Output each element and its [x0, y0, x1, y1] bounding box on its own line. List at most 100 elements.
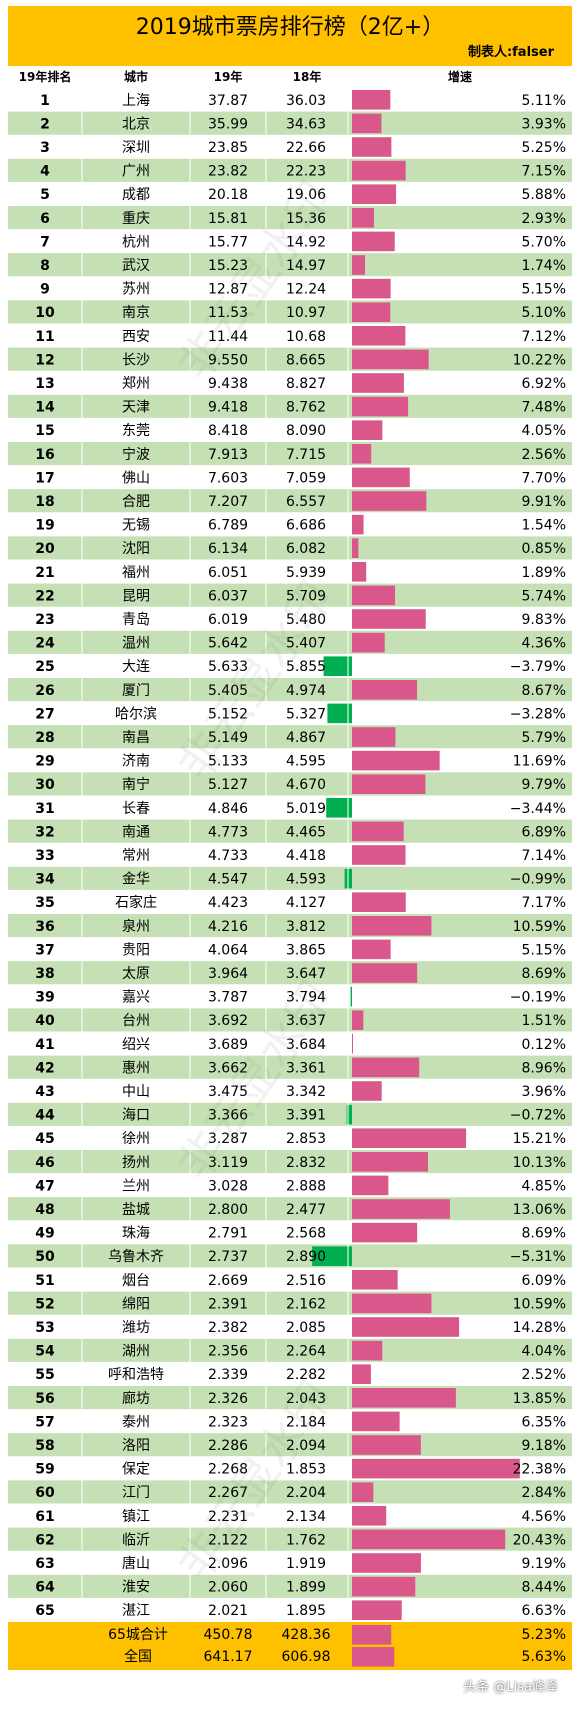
value-2019-cell: 3.475 [208, 1084, 248, 1100]
growth-label: 13.85% [513, 1391, 566, 1407]
growth-label: 10.59% [513, 1296, 566, 1312]
growth-label: 8.96% [522, 1060, 566, 1076]
table-row [8, 1362, 572, 1386]
value-2019-cell: 3.119 [208, 1155, 248, 1171]
table-row [8, 465, 572, 490]
growth-bar [352, 1364, 371, 1384]
table-row [8, 536, 572, 560]
value-2019-cell: 3.366 [208, 1108, 248, 1124]
value-2018-cell: 22.66 [286, 140, 326, 156]
value-2018-cell: 14.97 [286, 258, 326, 274]
value-2018-cell: 10.68 [286, 329, 326, 345]
city-cell: 杭州 [122, 234, 150, 250]
value-2019-cell: 5.127 [208, 777, 248, 793]
growth-bar [352, 396, 409, 417]
growth-bar [352, 750, 440, 771]
rank-cell: 16 [35, 447, 54, 463]
growth-bar [352, 1270, 398, 1290]
growth-bar [352, 420, 383, 440]
city-cell: 保定 [122, 1462, 150, 1478]
value-2019-cell: 5.405 [208, 683, 248, 699]
growth-bar [352, 373, 404, 393]
growth-label: 2.93% [522, 211, 566, 227]
title-bar: 2019城市票房排行榜（2亿+） 制表人:falser [8, 6, 572, 66]
rank-cell: 19 [35, 518, 54, 534]
growth-label: −5.31% [510, 1249, 566, 1265]
growth-bar [352, 1034, 353, 1054]
growth-bar [350, 986, 352, 1007]
growth-bar [352, 160, 406, 181]
table-row [8, 1480, 572, 1504]
rank-cell: 9 [40, 282, 50, 298]
rank-cell: 10 [35, 305, 55, 321]
city-cell: 温州 [122, 636, 150, 652]
value-2019-cell: 3.964 [208, 966, 248, 982]
growth-bar [352, 137, 392, 157]
city-cell: 珠海 [122, 1226, 150, 1242]
rank-cell: 21 [35, 565, 54, 581]
city-cell: 青岛 [122, 612, 150, 628]
city-cell: 临沂 [122, 1532, 150, 1548]
table-row [8, 630, 572, 655]
table-row [8, 253, 572, 277]
rank-cell: 39 [35, 990, 54, 1006]
growth-label: 5.10% [522, 305, 566, 321]
growth-bar [352, 562, 367, 582]
city-cell: 北京 [122, 116, 150, 132]
growth-bar [352, 963, 418, 983]
growth-label: 6.09% [522, 1273, 566, 1289]
value-2019-cell: 2.356 [208, 1344, 248, 1360]
city-cell: 福州 [122, 565, 150, 581]
growth-bar [352, 538, 359, 558]
city-cell: 哈尔滨 [115, 706, 157, 722]
table-row [8, 583, 572, 608]
growth-bar [352, 892, 406, 912]
value-2018-cell: 6.557 [286, 494, 326, 510]
value-2019-cell: 23.85 [208, 140, 248, 156]
value-2019-cell: 5.149 [208, 730, 248, 746]
value-2019-cell: 4.064 [208, 942, 248, 958]
author-label: 制表人:falser [467, 45, 554, 60]
value-2018-cell: 2.043 [286, 1391, 326, 1407]
city-cell: 上海 [122, 93, 150, 109]
footer-logo: 头条 @Lisa峰泽 [463, 1680, 558, 1695]
value-2019-cell: 7.207 [208, 494, 248, 510]
total-label: 65城合计 [108, 1627, 168, 1643]
value-2019-cell: 9.438 [208, 376, 248, 392]
growth-bar [352, 1222, 418, 1243]
city-cell: 昆明 [122, 588, 150, 604]
city-cell: 湖州 [122, 1344, 150, 1360]
table-row [8, 1220, 572, 1245]
rank-cell: 41 [35, 1037, 54, 1053]
city-cell: 深圳 [122, 140, 150, 156]
city-cell: 洛阳 [122, 1438, 150, 1454]
table-header: 19年排名 城市 19年 18年 增速 [8, 66, 572, 89]
value-2018-cell: 5.709 [286, 588, 326, 604]
growth-label: 5.88% [522, 187, 566, 203]
rank-cell: 53 [35, 1320, 54, 1336]
growth-bar [352, 491, 427, 511]
value-2019-cell: 2.286 [208, 1438, 248, 1454]
rank-cell: 59 [35, 1462, 54, 1478]
header-y18: 18年 [292, 70, 322, 84]
rank-cell: 27 [35, 706, 54, 722]
page-title: 2019城市票房排行榜（2亿+） [135, 15, 445, 40]
rank-cell: 47 [35, 1178, 54, 1194]
value-2018-cell: 8.762 [286, 400, 326, 416]
table-row [8, 1244, 572, 1268]
total-2018: 428.36 [282, 1627, 331, 1643]
value-2018-cell: 2.890 [286, 1249, 326, 1265]
value-2019-cell: 12.87 [208, 282, 248, 298]
city-cell: 南通 [122, 824, 150, 840]
value-2018-cell: 4.127 [286, 895, 326, 911]
city-cell: 东莞 [122, 423, 150, 439]
growth-label: 9.19% [522, 1556, 566, 1572]
total-growth-bar [352, 1647, 395, 1667]
growth-bar [352, 255, 366, 275]
growth-label: 2.84% [522, 1485, 566, 1501]
growth-label: −3.28% [510, 706, 566, 722]
table-row [8, 229, 572, 254]
value-2018-cell: 2.477 [286, 1202, 326, 1218]
growth-bar [352, 326, 406, 346]
value-2018-cell: 4.593 [286, 872, 326, 888]
